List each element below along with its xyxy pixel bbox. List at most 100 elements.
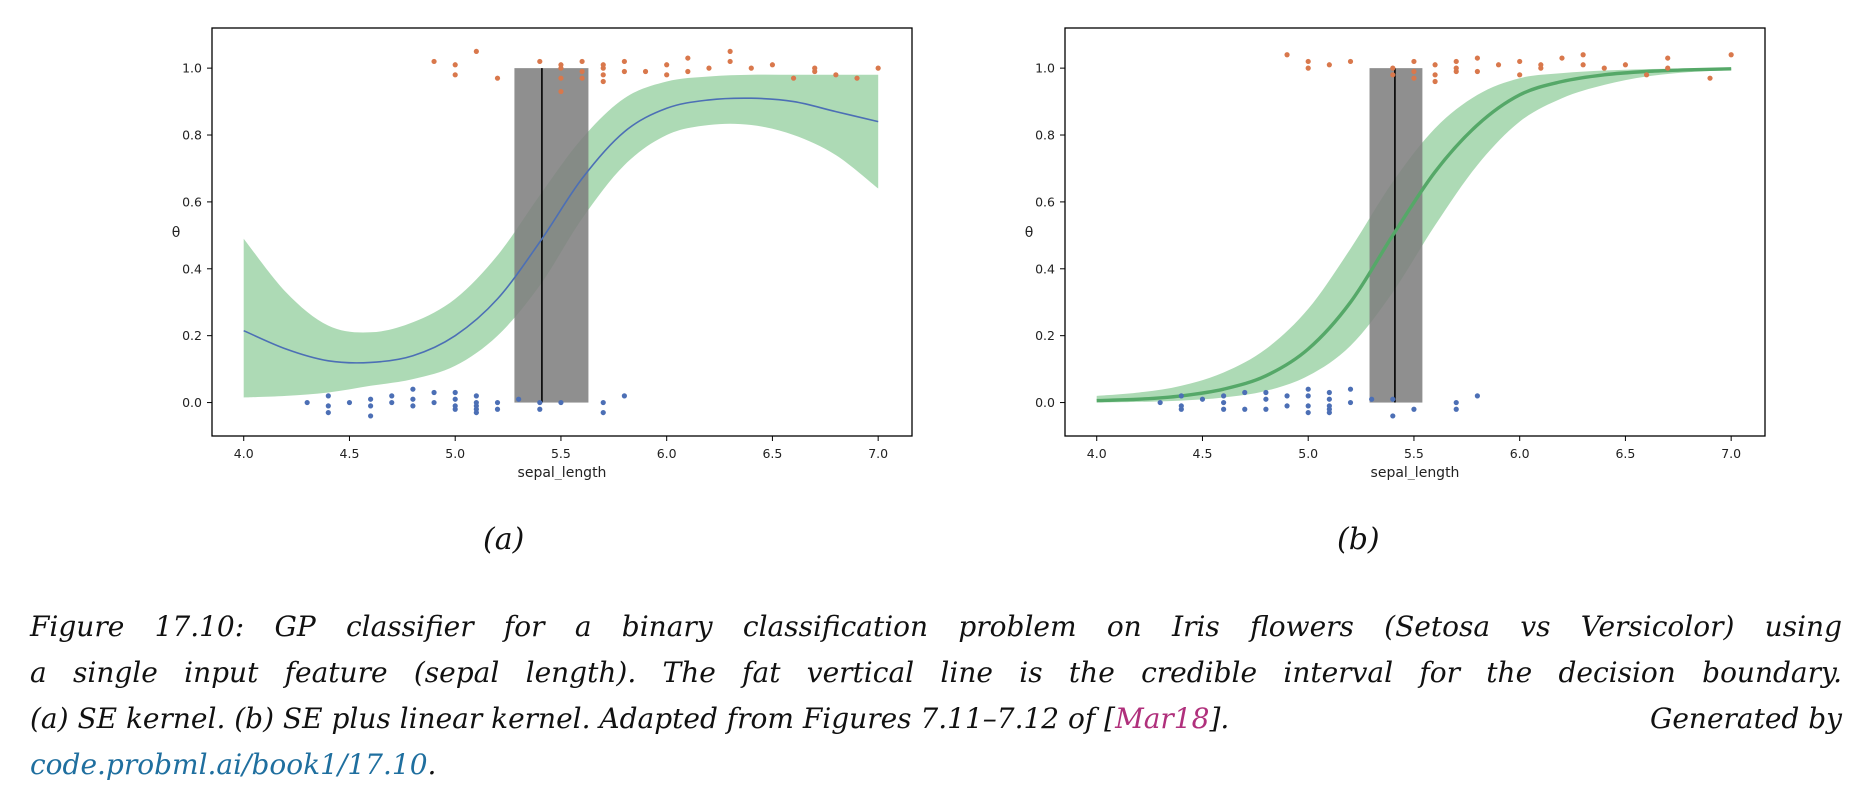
point-class-0 <box>304 399 310 406</box>
y-tick-label: 0.4 <box>182 261 202 276</box>
x-tick-label: 4.5 <box>1193 446 1213 461</box>
point-class-0 <box>1369 396 1375 402</box>
point-class-1 <box>600 72 606 78</box>
point-class-0 <box>1326 396 1332 402</box>
point-class-0 <box>346 399 353 406</box>
point-class-1 <box>1622 62 1629 68</box>
point-class-0 <box>473 393 479 399</box>
point-class-0 <box>1178 393 1184 399</box>
chart-a: 4.0 4.5 5.0 5.5 6.0 6.5 7.0 0.0 0.2 0.4 0.6 0.8 1.0 s… <box>172 27 913 480</box>
y-tick-label: 0.6 <box>1035 194 1055 209</box>
point-class-0 <box>1242 389 1248 396</box>
point-class-0 <box>1347 399 1354 406</box>
point-class-0 <box>1453 399 1459 406</box>
y-tick-label: 0.2 <box>1035 328 1055 343</box>
point-class-1 <box>748 65 754 71</box>
point-class-0 <box>410 396 416 402</box>
point-class-0 <box>537 399 543 406</box>
point-class-1 <box>1305 58 1311 65</box>
point-class-1 <box>1432 62 1438 68</box>
point-class-1 <box>1665 65 1671 71</box>
point-class-1 <box>452 62 458 68</box>
point-class-0 <box>1474 393 1480 399</box>
point-class-0 <box>516 396 522 402</box>
point-class-1 <box>1411 75 1417 81</box>
code-url-link[interactable]: code.probml.ai/book1/17.10 <box>30 748 428 781</box>
point-class-0 <box>452 396 458 402</box>
point-class-1 <box>1517 58 1523 65</box>
panel-label-b: (b) <box>1337 522 1380 557</box>
point-class-1 <box>1453 58 1459 65</box>
point-class-0 <box>389 399 395 406</box>
point-class-1 <box>790 75 797 81</box>
caption-line-3-close: ]. <box>1209 702 1230 735</box>
point-class-1 <box>812 68 818 75</box>
mean-curve <box>1096 67 1732 403</box>
point-class-0 <box>1453 406 1459 412</box>
point-class-1 <box>769 62 776 68</box>
point-class-1 <box>1707 75 1713 81</box>
point-class-0 <box>1221 406 1227 412</box>
mean-curve <box>243 97 879 364</box>
y-axis-label: θ <box>1025 225 1034 241</box>
point-class-0 <box>494 406 501 412</box>
x-tick-label: 4.0 <box>1087 446 1107 461</box>
point-class-0 <box>473 409 479 416</box>
point-class-1 <box>1432 78 1438 85</box>
point-class-1 <box>706 65 712 71</box>
point-class-1 <box>494 75 501 81</box>
point-class-1 <box>621 68 627 75</box>
point-class-0 <box>452 389 458 396</box>
caption-line-1: Figure 17.10: GP classifier for a binary… <box>30 610 1842 643</box>
point-class-1 <box>1453 65 1459 71</box>
point-class-1 <box>685 55 691 61</box>
point-class-1 <box>1474 68 1480 75</box>
point-class-1 <box>1728 52 1734 58</box>
point-class-0 <box>325 403 331 409</box>
point-class-0 <box>1305 393 1311 399</box>
point-class-0 <box>1242 406 1248 412</box>
x-tick-label: 7.0 <box>868 446 888 461</box>
point-class-0 <box>1390 396 1396 402</box>
point-class-1 <box>1643 72 1650 78</box>
point-class-1 <box>579 68 585 75</box>
x-tick-label: 7.0 <box>1721 446 1741 461</box>
point-class-1 <box>1284 52 1290 58</box>
y-tick-label: 0.4 <box>1035 261 1055 276</box>
point-class-0 <box>621 393 627 399</box>
panel-label-a: (a) <box>483 522 525 557</box>
point-class-0 <box>325 409 331 416</box>
point-class-1 <box>579 75 585 81</box>
point-class-0 <box>1390 413 1396 419</box>
point-class-0 <box>1305 403 1311 409</box>
y-tick-label: 0.0 <box>182 395 202 410</box>
point-class-1 <box>875 65 881 71</box>
point-class-0 <box>389 393 395 399</box>
caption-line-2: a single input feature (sepal length). T… <box>30 656 1842 689</box>
citation-link[interactable]: Mar18 <box>1115 702 1210 735</box>
x-tick-label: 6.0 <box>657 446 677 461</box>
y-axis-label: θ <box>172 225 181 241</box>
point-class-1 <box>727 58 733 65</box>
caption-generated-by: Generated by <box>1649 702 1842 735</box>
point-class-1 <box>685 68 691 75</box>
point-class-1 <box>600 78 606 85</box>
point-class-0 <box>1221 399 1227 406</box>
x-tick-label: 5.0 <box>1298 446 1318 461</box>
point-class-0 <box>1284 393 1290 399</box>
figure-caption: Figure 17.10: GP classifier for a binary… <box>30 604 1842 788</box>
point-class-0 <box>494 399 501 406</box>
x-tick-label: 4.5 <box>340 446 360 461</box>
x-tick-label: 6.5 <box>762 446 782 461</box>
caption-line-4: code.probml.ai/book1/17.10. <box>30 742 1842 788</box>
point-class-1 <box>579 58 585 65</box>
point-class-0 <box>368 403 374 409</box>
point-class-1 <box>558 62 564 68</box>
y-tick-label: 0.8 <box>182 128 202 143</box>
point-class-0 <box>558 399 564 406</box>
point-class-0 <box>1263 389 1269 396</box>
point-class-1 <box>1495 62 1502 68</box>
point-class-1 <box>664 72 670 78</box>
point-class-1 <box>854 75 860 81</box>
point-class-1 <box>1474 55 1480 61</box>
